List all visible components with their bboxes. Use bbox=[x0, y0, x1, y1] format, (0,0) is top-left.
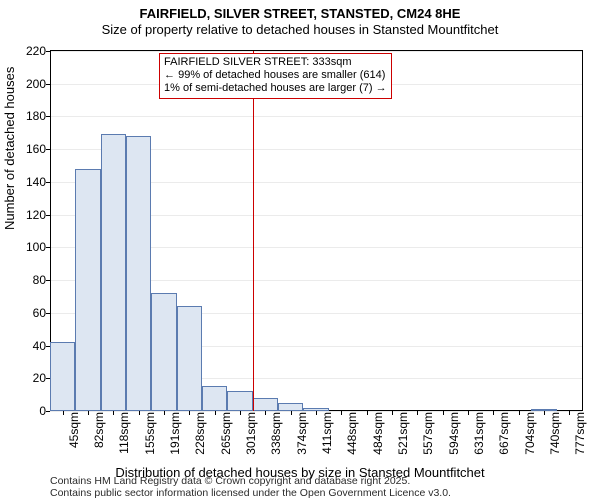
xtick-mark bbox=[215, 411, 216, 415]
ytick-mark bbox=[46, 411, 50, 412]
xtick-label: 704sqm bbox=[523, 412, 537, 455]
reference-line bbox=[253, 51, 254, 411]
xtick-mark bbox=[265, 411, 266, 415]
ytick-label: 140 bbox=[16, 175, 46, 189]
xtick-mark bbox=[392, 411, 393, 415]
annotation-box: FAIRFIELD SILVER STREET: 333sqm← 99% of … bbox=[159, 53, 392, 99]
plot: 02040608010012014016018020022045sqm82sqm… bbox=[50, 50, 583, 411]
annotation-line: ← 99% of detached houses are smaller (61… bbox=[164, 69, 387, 82]
gridline bbox=[50, 116, 582, 117]
xtick-mark bbox=[63, 411, 64, 415]
ytick-label: 20 bbox=[16, 371, 46, 385]
ytick-label: 160 bbox=[16, 142, 46, 156]
xtick-mark bbox=[519, 411, 520, 415]
xtick-label: 448sqm bbox=[345, 412, 359, 455]
xtick-label: 411sqm bbox=[320, 412, 334, 454]
xtick-label: 155sqm bbox=[143, 412, 157, 455]
gridline bbox=[50, 51, 582, 52]
xtick-label: 777sqm bbox=[573, 412, 587, 455]
xtick-label: 118sqm bbox=[117, 412, 131, 454]
xtick-label: 45sqm bbox=[67, 412, 81, 448]
xtick-label: 521sqm bbox=[396, 412, 410, 455]
ytick-label: 0 bbox=[16, 404, 46, 418]
xtick-label: 557sqm bbox=[421, 412, 435, 455]
ytick-mark bbox=[46, 313, 50, 314]
ytick-mark bbox=[46, 280, 50, 281]
xtick-mark bbox=[139, 411, 140, 415]
xtick-mark bbox=[164, 411, 165, 415]
xtick-label: 740sqm bbox=[548, 412, 562, 455]
ytick-label: 100 bbox=[16, 240, 46, 254]
chart-title: FAIRFIELD, SILVER STREET, STANSTED, CM24… bbox=[0, 0, 600, 21]
xtick-mark bbox=[417, 411, 418, 415]
xtick-mark bbox=[569, 411, 570, 415]
xtick-mark bbox=[544, 411, 545, 415]
bar bbox=[101, 134, 126, 411]
ytick-mark bbox=[46, 84, 50, 85]
xtick-label: 667sqm bbox=[497, 412, 511, 455]
xtick-label: 228sqm bbox=[193, 412, 207, 455]
ytick-mark bbox=[46, 215, 50, 216]
xtick-mark bbox=[113, 411, 114, 415]
ytick-label: 40 bbox=[16, 339, 46, 353]
chart-subtitle: Size of property relative to detached ho… bbox=[0, 22, 600, 37]
xtick-label: 484sqm bbox=[371, 412, 385, 455]
plot-area: 02040608010012014016018020022045sqm82sqm… bbox=[50, 50, 582, 410]
bar bbox=[177, 306, 202, 411]
xtick-mark bbox=[88, 411, 89, 415]
xtick-label: 338sqm bbox=[269, 412, 283, 455]
ytick-mark bbox=[46, 149, 50, 150]
xtick-label: 301sqm bbox=[244, 412, 258, 455]
annotation-line: 1% of semi-detached houses are larger (7… bbox=[164, 82, 387, 95]
ytick-label: 60 bbox=[16, 306, 46, 320]
ytick-mark bbox=[46, 247, 50, 248]
bar bbox=[50, 342, 75, 411]
xtick-mark bbox=[468, 411, 469, 415]
xtick-mark bbox=[316, 411, 317, 415]
xtick-label: 82sqm bbox=[92, 412, 106, 448]
xtick-label: 374sqm bbox=[295, 412, 309, 455]
ytick-label: 120 bbox=[16, 208, 46, 222]
ytick-mark bbox=[46, 182, 50, 183]
y-axis-label: Number of detached houses bbox=[2, 67, 17, 230]
chart-container: FAIRFIELD, SILVER STREET, STANSTED, CM24… bbox=[0, 0, 600, 500]
bar bbox=[75, 169, 100, 411]
ytick-label: 220 bbox=[16, 44, 46, 58]
xtick-mark bbox=[189, 411, 190, 415]
ytick-label: 200 bbox=[16, 77, 46, 91]
footer-line2: Contains public sector information licen… bbox=[50, 487, 451, 499]
xtick-mark bbox=[493, 411, 494, 415]
xtick-mark bbox=[291, 411, 292, 415]
xtick-mark bbox=[367, 411, 368, 415]
xtick-label: 265sqm bbox=[219, 412, 233, 455]
footer: Contains HM Land Registry data © Crown c… bbox=[50, 475, 451, 499]
xtick-mark bbox=[240, 411, 241, 415]
xtick-label: 631sqm bbox=[472, 412, 486, 455]
bar bbox=[126, 136, 151, 411]
ytick-mark bbox=[46, 116, 50, 117]
xtick-label: 594sqm bbox=[447, 412, 461, 455]
bar bbox=[151, 293, 176, 411]
xtick-mark bbox=[443, 411, 444, 415]
bar bbox=[253, 398, 278, 411]
ytick-mark bbox=[46, 51, 50, 52]
footer-line1: Contains HM Land Registry data © Crown c… bbox=[50, 475, 451, 487]
bar bbox=[227, 391, 252, 411]
ytick-label: 180 bbox=[16, 109, 46, 123]
annotation-line: FAIRFIELD SILVER STREET: 333sqm bbox=[164, 56, 387, 69]
xtick-mark bbox=[341, 411, 342, 415]
bar bbox=[202, 386, 227, 411]
xtick-label: 191sqm bbox=[168, 412, 182, 455]
ytick-label: 80 bbox=[16, 273, 46, 287]
bar bbox=[278, 403, 303, 411]
